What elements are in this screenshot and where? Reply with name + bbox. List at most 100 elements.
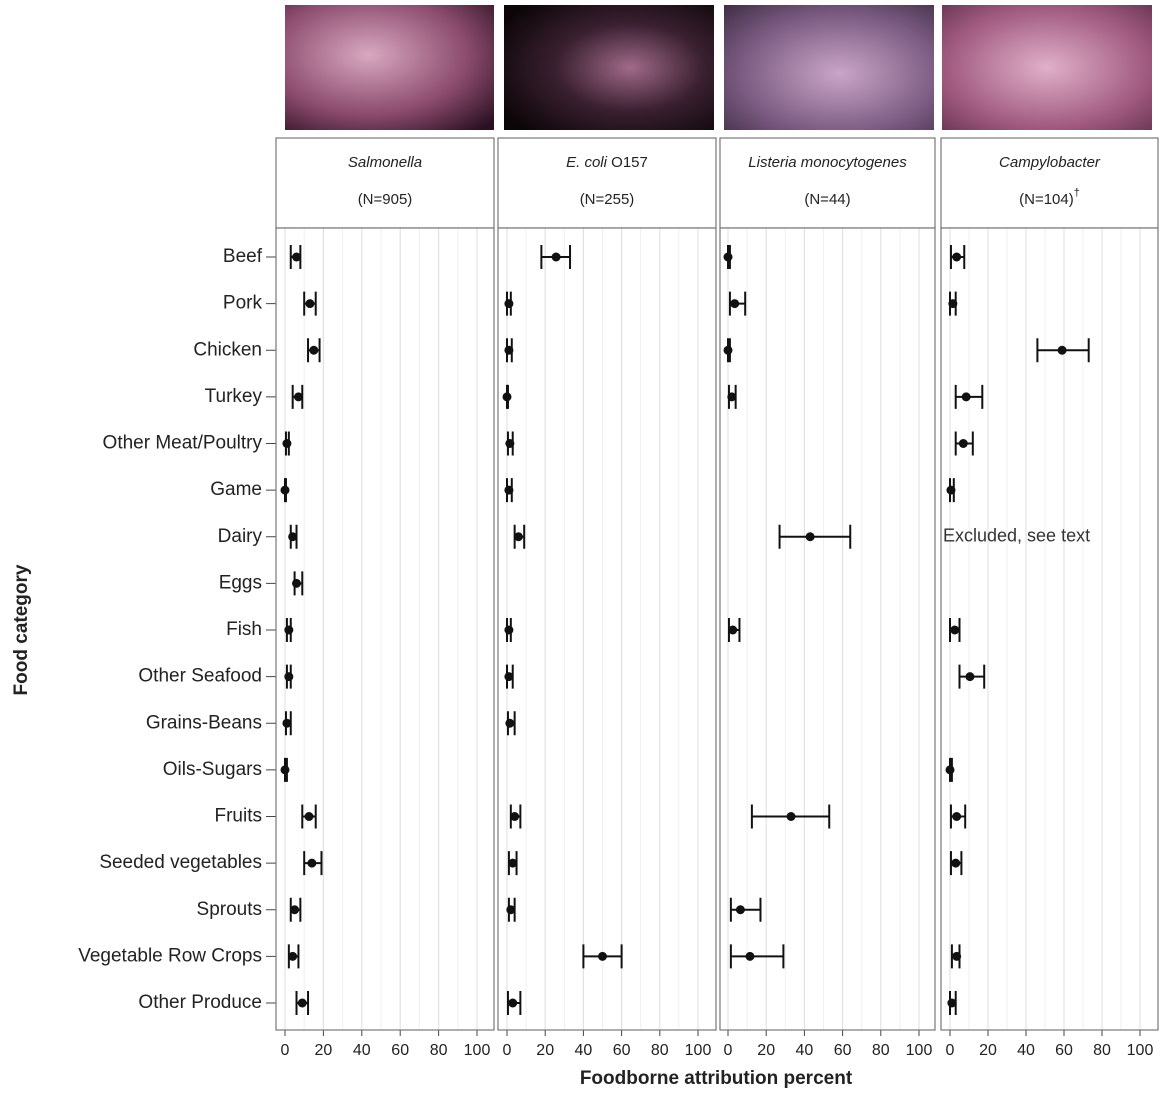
point: [735, 905, 745, 915]
point: [290, 905, 300, 915]
x-tick-label: 40: [575, 1042, 593, 1059]
point: [504, 345, 514, 355]
point: [728, 625, 738, 635]
point: [280, 765, 290, 775]
panel-border: [275, 227, 495, 1031]
point: [284, 672, 294, 682]
panel-title: E. coli O157: [566, 154, 648, 171]
x-tick-label: 0: [724, 1042, 733, 1059]
point: [284, 625, 294, 635]
point: [508, 998, 518, 1008]
x-tick-label: 80: [430, 1042, 448, 1059]
annotation: Excluded, see text: [943, 526, 1090, 546]
point: [730, 299, 740, 309]
y-tick-label: Fish: [226, 619, 262, 640]
panel-subtitle: (N=44): [804, 191, 850, 208]
y-tick-label: Pork: [223, 293, 263, 314]
panel-subtitle: (N=255): [580, 191, 635, 208]
x-tick-label: 40: [353, 1042, 371, 1059]
point: [504, 625, 514, 635]
y-tick-label: Grains-Beans: [146, 712, 262, 733]
x-tick-label: 20: [757, 1042, 775, 1059]
point: [506, 905, 516, 915]
panel-header: [275, 137, 495, 229]
point: [951, 858, 961, 868]
x-tick-label: 60: [1055, 1042, 1073, 1059]
note-mark: †: [1074, 187, 1080, 199]
point: [292, 578, 302, 588]
point: [961, 392, 971, 402]
y-tick-label: Oils-Sugars: [163, 759, 262, 780]
point: [280, 485, 290, 495]
point: [510, 812, 520, 821]
x-tick-label: 40: [1017, 1042, 1035, 1059]
y-tick-label: Other Meat/Poultry: [103, 433, 263, 454]
point: [946, 485, 956, 495]
point: [786, 812, 796, 821]
panel-title: Campylobacter: [999, 154, 1101, 171]
panel-title-italic: Salmonella: [348, 154, 422, 171]
y-tick-label: Other Produce: [138, 992, 262, 1013]
point: [282, 439, 292, 448]
point: [952, 951, 962, 961]
point: [309, 345, 319, 355]
point: [504, 299, 514, 309]
x-tick-label: 80: [872, 1042, 890, 1059]
panel-header: [940, 137, 1159, 229]
panel-subtitle: (N=104)†: [1019, 187, 1080, 208]
panel-n: (N=104): [1019, 191, 1074, 208]
point: [965, 672, 975, 682]
panel-subtitle: (N=905): [358, 191, 413, 208]
point: [504, 672, 514, 682]
bacteria-image: [942, 5, 1152, 130]
point: [947, 998, 957, 1008]
point: [304, 812, 314, 821]
panel-title: Listeria monocytogenes: [748, 154, 907, 171]
y-tick-label: Sprouts: [197, 899, 262, 920]
y-tick-label: Seeded vegetables: [99, 852, 262, 873]
panel-plot: [498, 228, 716, 1030]
point: [805, 532, 815, 542]
point: [727, 392, 737, 402]
point: [505, 439, 515, 448]
panel-header: [719, 137, 936, 229]
point: [513, 532, 523, 542]
bacteria-image: [724, 5, 934, 130]
point: [598, 951, 607, 961]
point: [504, 485, 514, 495]
x-tick-label: 80: [651, 1042, 669, 1059]
panel-border: [940, 227, 1159, 1031]
point: [305, 299, 315, 309]
y-tick-label: Chicken: [193, 339, 262, 360]
y-tick-label: Game: [210, 479, 262, 500]
x-tick-label: 100: [906, 1042, 933, 1059]
x-tick-label: 60: [391, 1042, 409, 1059]
point: [307, 858, 317, 868]
y-tick-label: Vegetable Row Crops: [78, 945, 262, 966]
x-tick-label: 40: [796, 1042, 814, 1059]
y-axis-title: Food category: [11, 564, 32, 695]
point: [551, 252, 561, 262]
panel-header: [497, 137, 717, 229]
y-tick-label: Beef: [223, 246, 263, 267]
panel-title-italic: Listeria monocytogenes: [748, 154, 907, 171]
x-tick-label: 0: [503, 1042, 512, 1059]
point: [948, 299, 958, 309]
point: [297, 998, 307, 1008]
x-axis-title: Foodborne attribution percent: [580, 1068, 853, 1089]
panel-n: (N=905): [358, 191, 413, 208]
point: [288, 951, 298, 961]
panel-title-italic: E. coli: [566, 154, 608, 171]
point: [502, 392, 512, 402]
x-tick-label: 80: [1093, 1042, 1111, 1059]
x-tick-label: 20: [315, 1042, 333, 1059]
panel-n: (N=44): [804, 191, 850, 208]
x-tick-label: 60: [613, 1042, 631, 1059]
x-tick-label: 100: [1127, 1042, 1154, 1059]
x-tick-label: 100: [685, 1042, 712, 1059]
y-tick-label: Eggs: [219, 572, 262, 593]
y-tick-label: Turkey: [205, 386, 263, 407]
point: [723, 252, 733, 262]
panel-title: Salmonella: [348, 154, 422, 171]
